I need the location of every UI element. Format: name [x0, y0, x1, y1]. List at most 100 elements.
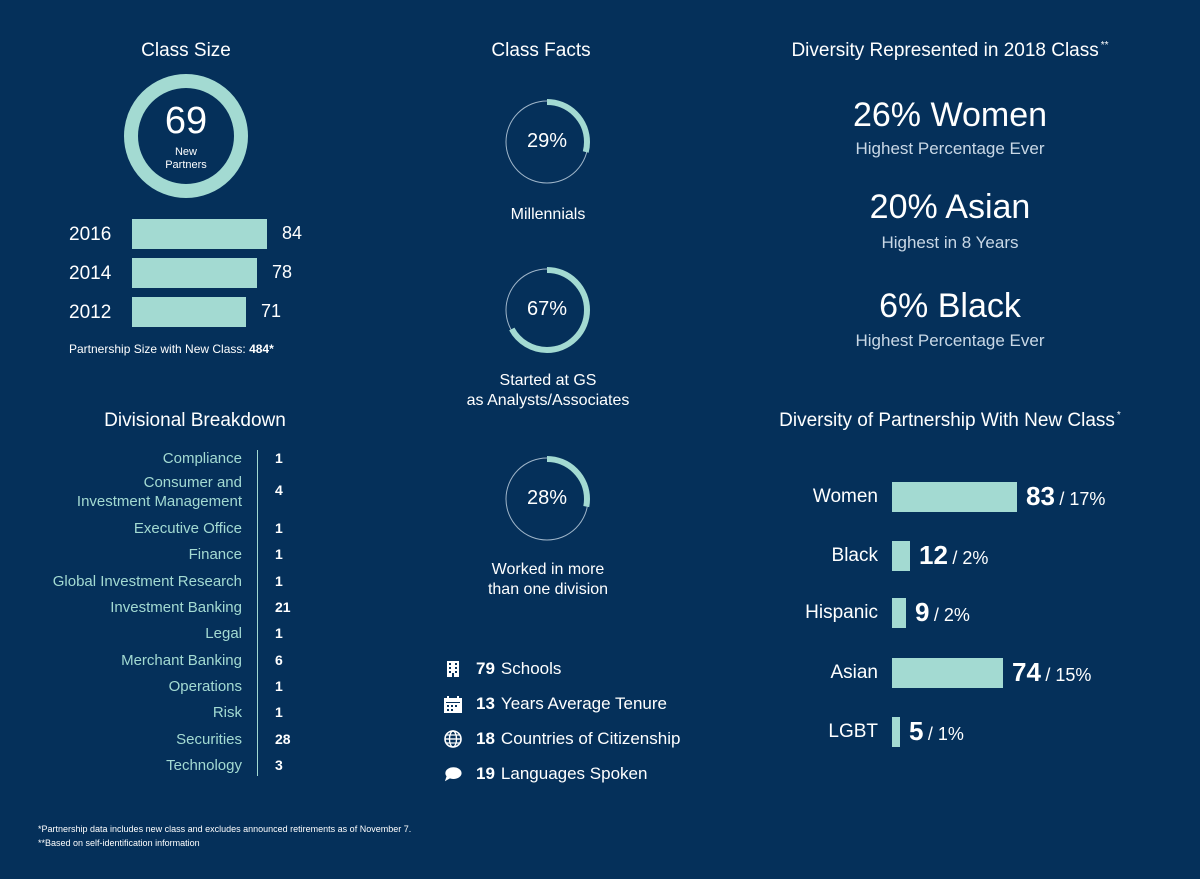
division-count: 1 — [275, 704, 283, 720]
donut-chart — [504, 456, 590, 542]
new-partners-label: New Partners — [165, 146, 207, 171]
partnership-size-value: 484* — [249, 342, 274, 356]
stat-row: 13 Years Average Tenure — [444, 694, 667, 714]
division-count: 6 — [275, 652, 283, 668]
diversity-headline: 20% Asian — [869, 188, 1031, 226]
diversity-count: 9 — [915, 597, 930, 627]
diversity-category-label: Black — [831, 545, 878, 566]
diversity-percent: / 2% — [952, 548, 989, 568]
partnership-size-note: Partnership Size with New Class: 484* — [69, 342, 274, 356]
donut-percent: 29% — [526, 130, 568, 152]
division-name: Securities — [176, 731, 242, 748]
donut-chart — [504, 99, 590, 185]
diversity-bar — [892, 482, 1017, 512]
fact-label: Started at GS as Analysts/Associates — [466, 372, 630, 409]
class-size-ring — [124, 74, 248, 198]
diversity-bar — [892, 598, 906, 628]
division-name: Compliance — [162, 450, 242, 467]
division-name: Investment Banking — [110, 599, 242, 616]
diversity-count: 12 — [919, 540, 948, 570]
stat-row: 18 Countries of Citizenship — [444, 729, 680, 749]
divisional-breakdown-title: Divisional Breakdown — [104, 410, 286, 431]
division-count: 1 — [275, 625, 283, 641]
diversity-category-label: Asian — [830, 662, 878, 683]
footnote-partnership: *Partnership data includes new class and… — [38, 824, 412, 834]
class-size-bar — [132, 258, 257, 288]
diversity-count: 74 — [1012, 657, 1041, 687]
donut-arc — [504, 99, 590, 185]
stat-number: 79 — [476, 659, 495, 678]
diversity-subtitle: Highest Percentage Ever — [855, 331, 1045, 350]
stat-number: 13 — [476, 694, 495, 713]
class-size-bar — [132, 219, 267, 249]
diversity-headline: 26% Women — [852, 96, 1048, 134]
class-size-year-label: 2012 — [69, 302, 112, 323]
diversity-partnership-title: Diversity of Partnership With New Class * — [779, 410, 1121, 431]
stat-label: Schools — [500, 659, 562, 678]
diversity-bar — [892, 541, 910, 571]
diversity-percent: / 17% — [1059, 489, 1106, 509]
diversity-category-label: LGBT — [828, 721, 878, 742]
diversity-bar-value: 12 / 2% — [919, 540, 988, 571]
class-size-bar — [132, 297, 246, 327]
class-size-bar-value: 78 — [272, 262, 293, 282]
globe-icon — [444, 730, 462, 748]
diversity-percent: / 2% — [933, 605, 970, 625]
fact-label: Millennials — [510, 206, 586, 223]
diversity-2018-title: Diversity Represented in 2018 Class ** — [791, 40, 1109, 61]
division-count: 3 — [275, 757, 283, 773]
division-name: Technology — [166, 757, 242, 774]
class-size-year-label: 2014 — [69, 263, 112, 284]
stat-number: 18 — [476, 729, 495, 748]
division-count: 21 — [275, 599, 291, 615]
diversity-subtitle: Highest Percentage Ever — [855, 139, 1045, 158]
diversity-bar-value: 9 / 2% — [915, 597, 970, 628]
division-name: Global Investment Research — [52, 573, 242, 590]
division-name: Operations — [168, 678, 242, 695]
division-count: 28 — [275, 731, 291, 747]
diversity-count: 5 — [909, 716, 924, 746]
diversity-subtitle: Highest in 8 Years — [881, 233, 1019, 252]
division-name: Merchant Banking — [121, 652, 242, 669]
division-count: 1 — [275, 520, 283, 536]
speech-bubble-icon — [444, 765, 462, 783]
diversity-category-label: Women — [812, 486, 878, 507]
division-name: Consumer and Investment Management — [76, 474, 242, 510]
stat-number: 19 — [476, 764, 495, 783]
division-name: Finance — [188, 546, 242, 563]
division-count: 1 — [275, 546, 283, 562]
footnote-self-identification: **Based on self-identification informati… — [38, 838, 200, 848]
diversity-bar — [892, 717, 900, 747]
calendar-icon — [444, 695, 462, 713]
diversity-percent: / 1% — [927, 724, 964, 744]
class-size-title: Class Size — [141, 40, 231, 61]
class-size-bar-value: 84 — [282, 223, 303, 243]
donut-chart — [504, 267, 590, 353]
division-count: 4 — [275, 482, 283, 498]
donut-arc — [504, 267, 590, 353]
division-name: Legal — [205, 625, 242, 642]
stat-label: Countries of Citizenship — [500, 729, 681, 748]
division-name: Executive Office — [133, 520, 242, 537]
class-size-year-label: 2016 — [69, 224, 112, 245]
diversity-bar-value: 5 / 1% — [909, 716, 964, 747]
diversity-bar-value: 83 / 17% — [1026, 481, 1105, 512]
diversity-count: 83 — [1026, 481, 1055, 511]
donut-arc — [504, 456, 590, 542]
diversity-percent: / 15% — [1045, 665, 1092, 685]
class-facts-title: Class Facts — [491, 40, 591, 61]
donut-percent: 28% — [526, 487, 568, 509]
division-count: 1 — [275, 678, 283, 694]
division-count: 1 — [275, 450, 283, 466]
new-partners-count: 69 — [164, 100, 208, 142]
diversity-category-label: Hispanic — [805, 602, 878, 623]
stat-row: 79 Schools — [444, 659, 561, 679]
division-name: Risk — [212, 704, 242, 721]
divisional-divider — [257, 450, 258, 776]
diversity-bar-value: 74 / 15% — [1012, 657, 1091, 688]
donut-percent: 67% — [526, 298, 568, 320]
diversity-headline: 6% Black — [879, 287, 1021, 325]
building-icon — [444, 660, 462, 678]
fact-label: Worked in more than one division — [487, 561, 609, 598]
diversity-bar — [892, 658, 1003, 688]
